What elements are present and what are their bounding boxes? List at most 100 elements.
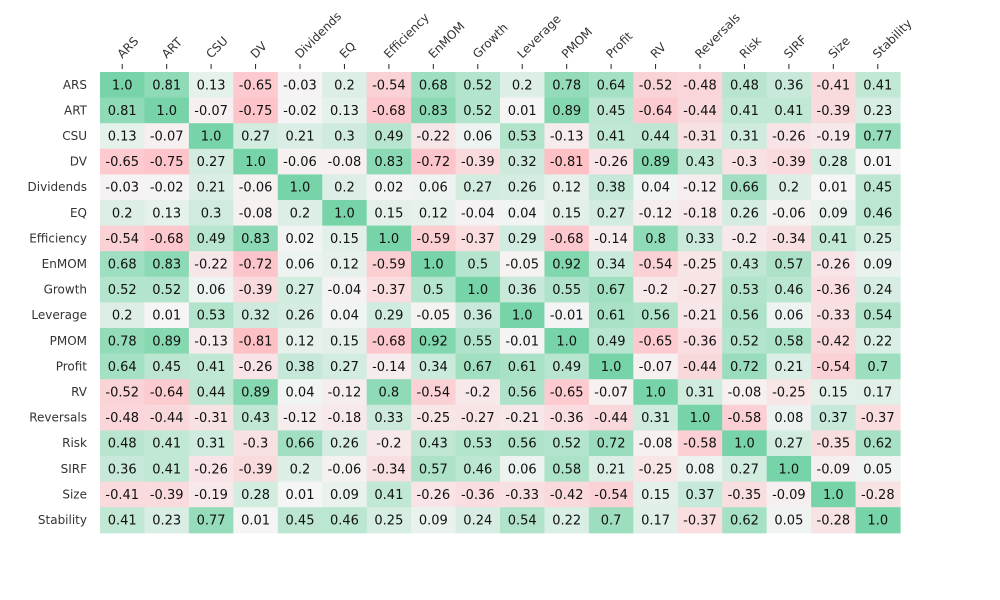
heatmap-cell xyxy=(544,251,590,278)
heatmap-cell xyxy=(811,430,857,457)
heatmap-cell xyxy=(722,430,768,457)
column-label: Reversals xyxy=(692,10,743,61)
cell-value-label: 0.12 xyxy=(286,334,315,349)
column-label: SIRF xyxy=(781,32,810,61)
heatmap-cell xyxy=(811,123,857,150)
heatmap-cell xyxy=(633,404,679,431)
cell-value-label: 0.89 xyxy=(641,155,670,170)
row-label: Risk xyxy=(62,436,87,450)
cell-value-label: 0.52 xyxy=(730,334,759,349)
cell-value-label: 0.38 xyxy=(286,360,315,375)
column-label: EnMOM xyxy=(426,19,468,61)
cell-value-label: 0.45 xyxy=(152,360,181,375)
heatmap-cell xyxy=(677,200,723,227)
heatmap-cell xyxy=(411,251,457,278)
cell-value-label: 0.61 xyxy=(597,309,626,324)
cell-value-label: 0.17 xyxy=(863,386,892,401)
cell-value-label: -0.08 xyxy=(239,206,273,221)
cell-value-label: 0.13 xyxy=(108,130,137,145)
heatmap-cell xyxy=(722,148,768,175)
heatmap-cell xyxy=(455,328,501,355)
cell-value-label: 1.0 xyxy=(334,206,355,221)
heatmap-cell xyxy=(188,507,234,534)
heatmap-cell xyxy=(766,174,812,201)
column-label: Size xyxy=(826,34,853,61)
heatmap-cell xyxy=(499,123,546,150)
heatmap-cell xyxy=(188,123,234,150)
cell-value-label: -0.75 xyxy=(150,155,184,170)
heatmap-cell xyxy=(499,174,546,201)
cell-value-label: -0.25 xyxy=(772,386,806,401)
cell-value-label: -0.33 xyxy=(817,309,851,324)
cell-value-label: 0.06 xyxy=(463,130,492,145)
heatmap-cell xyxy=(811,225,857,252)
cell-value-label: -0.04 xyxy=(328,283,362,298)
heatmap-cell xyxy=(322,456,368,483)
cell-value-label: 0.56 xyxy=(508,437,537,452)
cell-value-label: 0.2 xyxy=(512,78,533,93)
cell-value-label: 0.64 xyxy=(108,360,137,375)
heatmap-cell xyxy=(766,97,812,124)
heatmap-cell xyxy=(188,430,234,457)
heatmap-cell xyxy=(455,302,501,329)
row-label: ARS xyxy=(63,78,87,92)
cell-value-label: 0.8 xyxy=(645,232,666,247)
cell-value-label: 0.27 xyxy=(597,206,626,221)
heatmap-cell xyxy=(277,200,323,227)
row-label: EnMOM xyxy=(42,257,87,271)
heatmap-cell xyxy=(455,97,501,124)
heatmap-cell xyxy=(322,302,368,329)
heatmap-cell xyxy=(766,123,812,150)
cell-value-label: 0.45 xyxy=(863,181,892,196)
heatmap-cell xyxy=(233,379,279,406)
heatmap-cell xyxy=(277,251,323,278)
heatmap-cell xyxy=(455,481,501,508)
heatmap-cell xyxy=(855,379,901,406)
column-label: Risk xyxy=(737,34,765,62)
heatmap-cell xyxy=(811,481,857,508)
cell-value-label: -0.44 xyxy=(150,411,184,426)
heatmap-cell xyxy=(544,456,590,483)
cell-value-label: -0.65 xyxy=(105,155,139,170)
heatmap-cell xyxy=(233,276,279,303)
heatmap-cell xyxy=(722,72,768,99)
heatmap-cell xyxy=(677,328,723,355)
heatmap-cell xyxy=(366,379,412,406)
heatmap-cell xyxy=(100,225,146,252)
cell-value-label: 0.05 xyxy=(863,462,892,477)
heatmap-cell xyxy=(233,225,279,252)
heatmap-cell xyxy=(588,481,634,508)
heatmap-cell xyxy=(811,404,857,431)
cell-value-label: 0.77 xyxy=(197,514,226,529)
cell-value-label: -0.33 xyxy=(505,488,539,503)
heatmap-cell xyxy=(100,328,146,355)
heatmap-cell xyxy=(322,251,368,278)
cell-value-label: -0.2 xyxy=(643,283,668,298)
cell-value-label: 0.5 xyxy=(467,258,488,273)
heatmap-cell xyxy=(100,97,146,124)
cell-value-label: 0.52 xyxy=(552,437,581,452)
cell-value-label: 0.09 xyxy=(330,488,359,503)
heatmap-cell xyxy=(677,174,723,201)
heatmap-cell xyxy=(722,404,768,431)
cell-value-label: -0.14 xyxy=(594,232,628,247)
cell-value-label: 0.04 xyxy=(330,309,359,324)
cell-value-label: -0.81 xyxy=(550,155,584,170)
cell-value-label: 0.21 xyxy=(774,360,803,375)
cell-value-label: 0.26 xyxy=(508,181,537,196)
cell-value-label: 0.32 xyxy=(508,155,537,170)
cell-value-label: -0.28 xyxy=(861,488,895,503)
cell-value-label: -0.39 xyxy=(150,488,184,503)
cell-value-label: 0.41 xyxy=(152,462,181,477)
heatmap-cell xyxy=(855,148,901,175)
cell-value-label: -0.54 xyxy=(105,232,139,247)
cell-value-label: 0.67 xyxy=(463,360,492,375)
heatmap-cell xyxy=(233,200,279,227)
heatmap-cell xyxy=(811,174,857,201)
heatmap-cell xyxy=(100,507,146,534)
cell-value-label: 0.15 xyxy=(374,206,403,221)
heatmap-cell xyxy=(411,174,457,201)
heatmap-cell xyxy=(499,72,546,99)
heatmap-cell xyxy=(100,379,146,406)
cell-value-label: 0.89 xyxy=(152,334,181,349)
